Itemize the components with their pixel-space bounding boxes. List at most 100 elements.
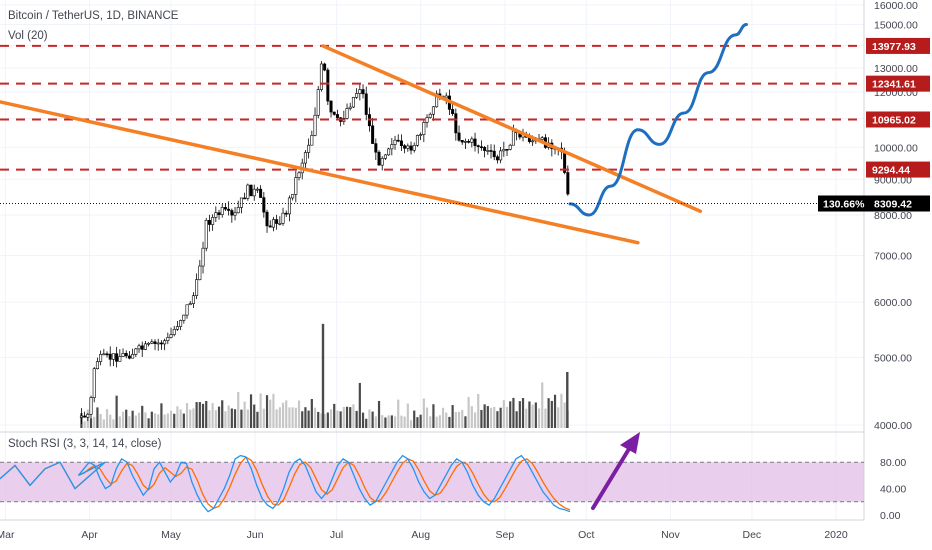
volume-bar [493,406,496,428]
trendline-lower-wedge [0,100,640,245]
volume-bar [467,396,470,428]
candle-body [489,150,493,152]
candle-body [262,197,266,213]
volume-bar [285,400,288,428]
volume-bar [307,410,310,428]
volume-bar [227,405,230,428]
volume-bar [470,406,473,428]
candle-body [92,368,96,398]
candle-body [399,140,403,146]
volume-bar [438,415,441,428]
volume-bar [304,407,307,428]
volume-bar [397,399,400,428]
candle-body [431,106,435,115]
volume-bar [429,416,432,428]
candle-body [147,342,151,345]
candle-body [396,139,400,142]
volume-bar [320,413,323,428]
level-label: 9294.44 [872,165,910,177]
candle-body [246,184,250,199]
stoch-rsi-tick-label: 80.00 [880,457,906,469]
candle-body [275,219,279,224]
stoch-rsi-k-line [0,454,571,513]
volume-bar [349,407,352,428]
volume-bar [432,404,435,428]
volume-bar [377,400,381,428]
level-label-box [866,111,930,128]
candle-body [377,151,381,166]
volume-bar [230,408,233,428]
volume-bar [221,400,224,428]
candle-body [406,145,410,149]
volume-bar [342,406,345,428]
volume-bar [137,412,141,428]
volume-bar [83,421,86,428]
volume-bar [192,408,195,428]
candle-body [207,220,211,225]
volume-bar [336,410,339,428]
candle-body [185,304,189,316]
candle-body [230,210,234,216]
volume-bar [281,402,285,428]
candle-body [323,63,327,71]
price-tick-label: 6000.00 [874,297,912,309]
candle-body [508,144,512,150]
candle-body [108,353,112,360]
trendlines [0,44,703,245]
arrow-head [620,432,640,454]
price-tick-label: 10000.00 [874,142,918,154]
time-tick-label: Dec [743,529,762,541]
volume-bar [528,401,531,428]
change-label-box [818,195,866,212]
volume-bar [464,416,467,428]
volume-bar [102,419,105,428]
candle-body [124,353,128,357]
time-tick-label: 2020 [824,529,848,541]
volume-bar [416,417,419,428]
candle-body [351,97,355,108]
candle-body [127,355,131,359]
candle-body [502,148,506,152]
volume-bar [157,414,160,428]
volume-bar [211,403,214,428]
candle-body [163,340,167,345]
volume-bar [93,416,96,428]
candle-body [198,265,202,281]
candle-body [220,207,224,215]
candle-body [387,148,391,156]
candle-body [419,134,423,136]
time-tick-label: Nov [661,529,680,541]
volume-bar [441,407,445,428]
volume-bar [361,412,365,428]
volume-legend: Vol (20) [8,30,48,42]
volume-bar [521,398,525,428]
volume-bar [393,416,397,428]
price-axis: 16000.0015000.0014000.0013000.0012000.00… [874,0,918,432]
volume-bar [272,393,275,428]
candle-body [236,207,240,214]
candle-body [492,150,496,158]
time-tick-label: Jul [330,529,343,541]
candle-body [495,156,499,161]
volume-bar [448,416,451,428]
stoch-rsi-tick-label: 40.00 [880,484,906,496]
candle-body [265,211,269,227]
volume-bar [189,409,192,428]
candle-body [335,114,339,118]
volume-bar [144,412,147,428]
candle-body [239,197,243,208]
volume-bar [345,406,349,428]
candle-body [227,208,231,211]
volume-bar [169,410,173,428]
candle-body [121,353,125,357]
candle-body [348,106,352,109]
candle-body [134,348,138,355]
volume-bar [89,418,93,428]
candle-body [499,150,503,161]
candle-body [115,353,119,362]
candle-body [332,111,336,115]
candle-body [470,138,474,143]
volume-bar [329,409,333,428]
volume-bar [531,404,534,428]
